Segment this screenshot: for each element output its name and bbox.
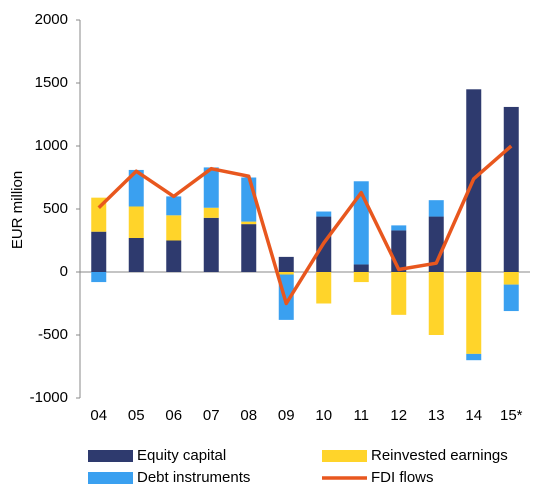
bar-segment xyxy=(428,272,444,335)
bar-segment xyxy=(203,217,219,272)
y-tick-label: 500 xyxy=(43,200,68,217)
bar-segment xyxy=(241,221,257,225)
bar-segment xyxy=(316,211,332,217)
bar-segment xyxy=(241,224,257,272)
y-tick-label: 1500 xyxy=(35,74,68,91)
bar-segment xyxy=(503,106,519,272)
legend-swatch xyxy=(322,450,367,462)
y-axis-label: EUR million xyxy=(9,171,26,249)
bar-segment xyxy=(128,237,144,272)
y-tick-label: 2000 xyxy=(35,11,68,28)
bar-segment xyxy=(278,256,294,272)
bar-segment xyxy=(128,169,144,207)
bar-segment xyxy=(466,272,482,354)
legend-swatch xyxy=(88,472,133,484)
x-tick-label: 09 xyxy=(278,407,295,424)
bar-segment xyxy=(166,240,182,272)
y-tick-label: 0 xyxy=(60,263,68,280)
bar-segment xyxy=(128,206,144,238)
legend-swatch xyxy=(88,450,133,462)
y-tick-label: 1000 xyxy=(35,137,68,154)
bar-segment xyxy=(428,200,444,217)
bar-segment xyxy=(91,231,107,272)
x-tick-label: 07 xyxy=(203,407,220,424)
y-tick-label: -1000 xyxy=(30,389,68,406)
x-tick-label: 08 xyxy=(240,407,257,424)
legend-label: FDI flows xyxy=(371,469,434,486)
legend-label: Debt instruments xyxy=(137,469,250,486)
bar-segment xyxy=(353,264,369,272)
bar-segment xyxy=(353,272,369,283)
bar-segment xyxy=(503,284,519,312)
x-tick-label: 06 xyxy=(165,407,182,424)
bar-segment xyxy=(166,196,182,216)
x-tick-label: 10 xyxy=(315,407,332,424)
bar-segment xyxy=(503,272,519,285)
bar-segment xyxy=(166,215,182,241)
bar-segment xyxy=(391,225,407,231)
y-tick-label: -500 xyxy=(38,326,68,343)
x-tick-label: 12 xyxy=(390,407,407,424)
legend-label: Reinvested earnings xyxy=(371,447,508,464)
bar-segment xyxy=(391,272,407,315)
x-tick-label: 05 xyxy=(128,407,145,424)
bar-segment xyxy=(203,207,219,218)
bar-segment xyxy=(466,353,482,361)
x-tick-label: 11 xyxy=(353,407,369,424)
x-tick-label: 13 xyxy=(428,407,445,424)
x-tick-label: 15* xyxy=(500,407,523,424)
bar-segment xyxy=(316,272,332,304)
bar-segment xyxy=(203,167,219,208)
bar-segment xyxy=(278,272,294,275)
legend-label: Equity capital xyxy=(137,447,226,464)
x-tick-label: 14 xyxy=(465,407,482,424)
x-tick-label: 04 xyxy=(90,407,107,424)
line xyxy=(97,144,513,306)
bar-segment xyxy=(91,272,107,283)
